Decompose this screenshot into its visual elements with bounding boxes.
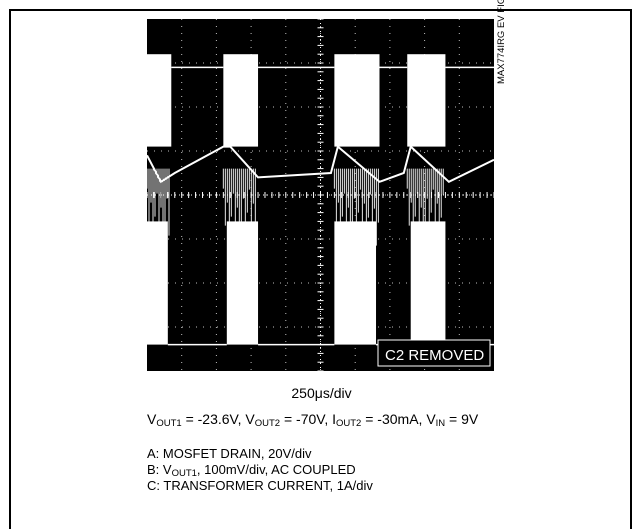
trace-b-noise <box>222 168 256 245</box>
annotation-box <box>377 339 491 367</box>
trace-a-burst <box>147 54 172 147</box>
legend-c: C: TRANSFORMER CURRENT, 1A/div <box>147 478 373 493</box>
trace-b <box>147 144 494 246</box>
trace-b-noise <box>406 168 444 245</box>
legend-a: A: MOSFET DRAIN, 20V/div <box>147 446 312 461</box>
cond-iout2: IOUT2 = -30mA, <box>332 411 427 429</box>
figure-frame <box>9 9 632 529</box>
timebase-label: 250μs/div <box>291 385 352 401</box>
operating-conditions: VOUT1 = -23.6V, VOUT2 = -70V, IOUT2 = -3… <box>147 411 479 429</box>
trace-a-burst <box>334 54 380 147</box>
trace-b-ripple <box>147 144 494 184</box>
trace-c-pulse <box>410 221 446 345</box>
trace-c-pulse <box>334 221 377 345</box>
cond-vout1: VOUT1 = -23.6V, <box>147 411 246 429</box>
trace-a-burst <box>223 54 259 147</box>
trace-b-noise <box>147 168 170 245</box>
oscilloscope-plot: C2 REMOVED <box>147 19 494 371</box>
trace-c <box>147 221 494 346</box>
trace-c-pulse <box>147 221 168 345</box>
legend-b: B: VOUT1, 100mV/div, AC COUPLED <box>147 462 356 479</box>
traces <box>147 54 494 346</box>
trace-b-noise <box>333 168 379 246</box>
trace-a <box>147 54 494 147</box>
cond-vin: VIN = 9V <box>426 411 479 429</box>
annotation-text: C2 REMOVED <box>385 347 484 364</box>
trace-a-burst <box>407 54 446 147</box>
trace-c-pulse <box>226 221 259 345</box>
oscilloscope-screen: C2 REMOVED <box>147 19 494 371</box>
figure-id: MAX774IRG EV FIG07 <box>496 0 507 84</box>
cond-vout2: VOUT2 = -70V, <box>245 411 333 429</box>
